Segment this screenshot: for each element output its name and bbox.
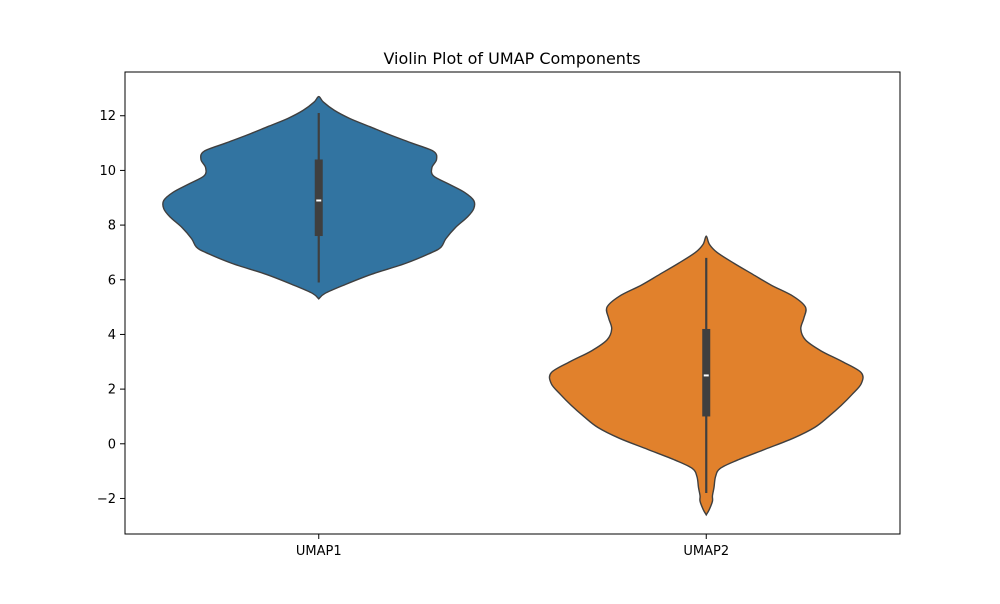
violins-group (162, 95, 864, 517)
plot-area-frame (124, 71, 901, 535)
y-tick-label: −2 (97, 492, 116, 507)
iqr-box-umap1 (314, 159, 323, 237)
iqr-box-umap2 (702, 328, 711, 417)
y-tick-label: 10 (99, 164, 116, 179)
y-tick-label: 12 (99, 109, 116, 124)
y-tick-label: 8 (108, 219, 116, 234)
y-tick-label: 6 (108, 273, 116, 288)
chart-title: Violin Plot of UMAP Components (383, 49, 640, 68)
y-axis: −2 0 2 4 6 8 10 12 (97, 109, 125, 507)
y-tick-label: 0 (108, 437, 116, 452)
y-tick-label: 4 (108, 328, 116, 343)
x-axis: UMAP1 UMAP2 (296, 534, 729, 559)
x-tick-label: UMAP2 (683, 544, 729, 559)
x-tick-label: UMAP1 (296, 544, 342, 559)
inner-box-group (314, 113, 711, 493)
y-tick-label: 2 (108, 383, 116, 398)
